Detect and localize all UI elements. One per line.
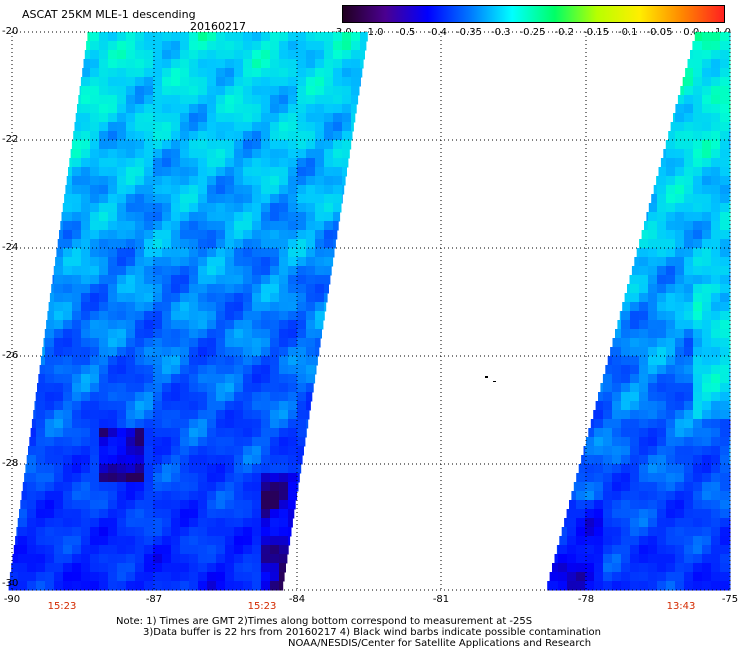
y-axis-label: -28 (2, 458, 19, 469)
product-title: ASCAT 25KM MLE-1 descending (22, 8, 196, 21)
colorbar (342, 5, 725, 23)
colorbar-tick-label: -0.05 (646, 27, 673, 38)
y-axis-label: -26 (2, 350, 19, 361)
x-axis-label: -81 (432, 594, 450, 605)
swath-map (8, 31, 731, 591)
note-line-3: NOAA/NESDIS/Center for Satellite Applica… (288, 638, 592, 649)
island-marks (485, 376, 496, 382)
swath-time-label: 15:23 (47, 601, 77, 612)
colorbar-tick-label: -0.1 (617, 27, 638, 38)
colorbar-tick-label: -1.0 (363, 27, 384, 38)
colorbar-tick-label: 0.0 (683, 27, 700, 38)
x-axis-label: -78 (577, 594, 595, 605)
colorbar-tick-label: -0.4 (427, 27, 448, 38)
x-axis-label: -75 (721, 594, 739, 605)
swath-time-label: 13:43 (666, 601, 696, 612)
y-axis-label: -30 (2, 578, 19, 589)
note-line-1: Note: 1) Times are GMT 2)Times along bot… (116, 616, 533, 627)
colorbar-tick-label: -0.5 (395, 27, 416, 38)
x-axis-label: -87 (145, 594, 163, 605)
swath-time-label: 15:23 (247, 601, 277, 612)
swath-right (547, 32, 731, 591)
swath-left (8, 32, 368, 591)
product-date: 20160217 (190, 20, 246, 33)
y-axis-label: -24 (2, 242, 19, 253)
grid-lines (11, 31, 731, 591)
y-axis-label: -22 (2, 134, 19, 145)
x-axis-label: -84 (288, 594, 306, 605)
note-line-2: 3)Data buffer is 22 hrs from 20160217 4)… (143, 627, 601, 638)
y-axis-label: -20 (2, 26, 19, 37)
x-axis-label: -90 (3, 594, 21, 605)
